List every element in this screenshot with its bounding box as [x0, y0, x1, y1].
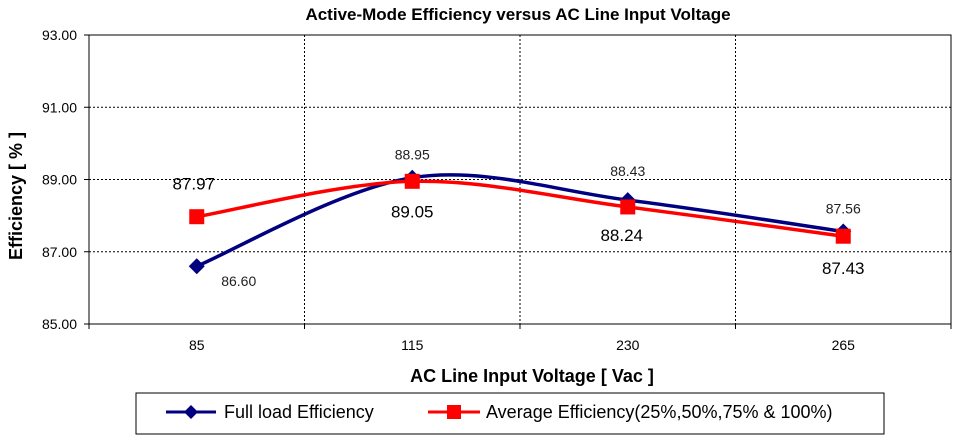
square-point: [189, 209, 205, 225]
x-axis-title: AC Line Input Voltage [ Vac ]: [410, 366, 654, 386]
y-tick-label: 89.00: [42, 172, 77, 188]
series-layer: [188, 169, 852, 275]
x-tick-label: 115: [401, 337, 424, 353]
legend-label-full-load: Full load Efficiency: [224, 402, 374, 422]
data-label: 86.60: [221, 273, 256, 289]
data-labels: 86.60 89.05 88.43 87.56 87.97 88.95 88.24 87.43: [172, 146, 864, 289]
y-tick-label: 87.00: [42, 244, 77, 260]
chart-title: Active-Mode Efficiency versus AC Line In…: [305, 5, 730, 24]
data-label: 88.43: [610, 163, 645, 179]
x-tick-label: 265: [832, 337, 856, 353]
data-label: 89.05: [391, 203, 434, 222]
data-label: 87.56: [826, 201, 861, 217]
legend-box: [135, 392, 885, 435]
data-label: 88.24: [600, 226, 643, 245]
y-tick-label: 93.00: [42, 27, 77, 43]
y-axis-title: Efficiency [ % ]: [6, 132, 26, 260]
gridlines: [89, 35, 951, 324]
data-label: 87.43: [822, 259, 865, 278]
x-axis-ticks: 85 115 230 265: [88, 324, 952, 353]
data-label: 88.95: [395, 146, 430, 162]
square-point: [404, 173, 420, 189]
legend: Full load Efficiency Average Efficiency(…: [135, 392, 885, 435]
legend-diamond-marker: [184, 405, 198, 419]
data-label: 87.97: [172, 175, 215, 194]
y-axis-ticks: 85.00 87.00 89.00 91.00 93.00: [42, 27, 89, 332]
series-line-full-load: [196, 173, 844, 268]
x-tick-label: 85: [189, 337, 205, 353]
x-tick-label: 230: [616, 337, 640, 353]
square-point: [835, 228, 851, 244]
legend-label-average: Average Efficiency(25%,50%,75% & 100%): [486, 402, 833, 422]
diamond-point: [188, 258, 205, 275]
series-line-average: [196, 179, 844, 238]
square-point: [620, 199, 636, 215]
y-tick-label: 85.00: [42, 316, 77, 332]
y-tick-label: 91.00: [42, 99, 77, 115]
legend-square-marker: [447, 405, 461, 419]
